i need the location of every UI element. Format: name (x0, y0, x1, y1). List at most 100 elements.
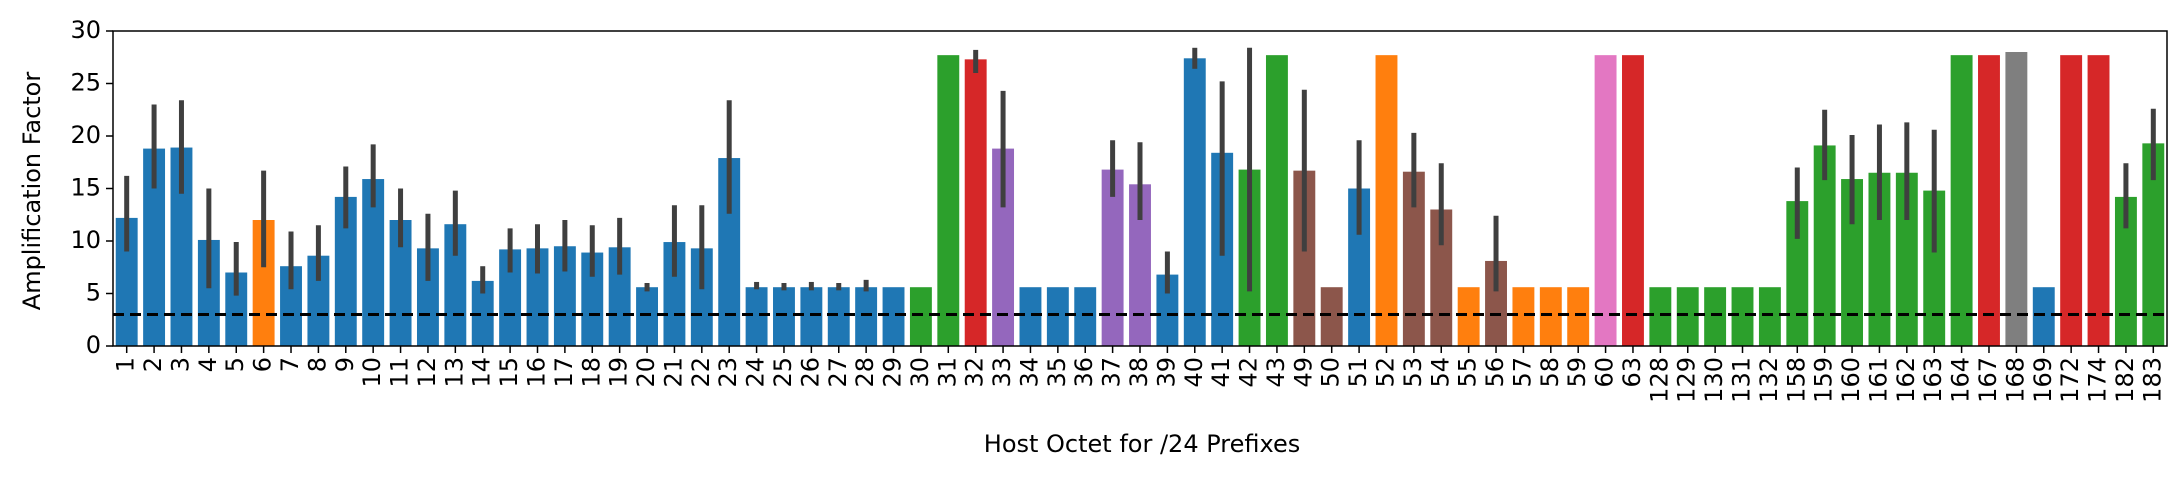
x-tick-label-16: 16 (522, 357, 550, 388)
x-tick-label-36: 36 (1070, 357, 1098, 388)
bar-15 (499, 249, 522, 346)
bar-183 (2142, 143, 2165, 346)
x-tick-label-172: 172 (2056, 357, 2084, 403)
x-tick-label-21: 21 (659, 357, 687, 388)
x-tick-label-27: 27 (824, 357, 852, 388)
bar-20 (636, 287, 658, 346)
x-tick-label-128: 128 (1645, 357, 1673, 403)
x-tick-label-129: 129 (1673, 357, 1701, 403)
bar-18 (581, 252, 604, 346)
x-tick-label-4: 4 (194, 357, 222, 372)
bar-159 (1813, 145, 1836, 346)
x-tick-label-132: 132 (1755, 357, 1783, 403)
bar-9 (334, 196, 357, 346)
x-tick-label-26: 26 (796, 357, 824, 388)
x-tick-label-41: 41 (1207, 357, 1235, 388)
bar-182 (2114, 196, 2137, 346)
x-tick-label-42: 42 (1235, 357, 1263, 388)
bar-30 (909, 287, 932, 346)
bar-39 (1156, 274, 1179, 346)
bar-50 (1320, 287, 1343, 346)
bar-168 (2005, 52, 2028, 346)
x-tick-label-161: 161 (1864, 357, 1892, 403)
bar-38 (1129, 184, 1151, 346)
bar-131 (1731, 287, 1754, 346)
x-tick-label-54: 54 (1426, 357, 1454, 388)
bar-160 (1841, 179, 1864, 346)
bar-53 (1402, 171, 1425, 346)
x-tick-label-22: 22 (687, 357, 715, 388)
bar-26 (800, 287, 823, 346)
x-tick-label-1: 1 (112, 357, 140, 372)
bar-10 (362, 179, 385, 346)
x-tick-label-174: 174 (2084, 357, 2112, 403)
x-tick-label-20: 20 (632, 357, 660, 388)
x-tick-label-52: 52 (1371, 357, 1399, 388)
x-tick-label-28: 28 (851, 357, 879, 388)
bar-36 (1074, 287, 1097, 346)
x-tick-label-33: 33 (988, 357, 1016, 388)
x-tick-label-43: 43 (1262, 357, 1290, 388)
x-tick-label-39: 39 (1152, 357, 1180, 388)
x-tick-label-15: 15 (495, 357, 523, 388)
x-tick-label-160: 160 (1837, 357, 1865, 403)
bar-169 (2032, 287, 2055, 346)
bar-28 (855, 287, 878, 346)
bar-132 (1758, 287, 1781, 346)
x-tick-label-58: 58 (1536, 357, 1564, 388)
x-tick-label-183: 183 (2138, 357, 2166, 403)
bar-25 (773, 287, 795, 346)
x-tick-label-23: 23 (714, 357, 742, 388)
x-tick-label-59: 59 (1563, 357, 1591, 388)
bar-43 (1265, 55, 1288, 347)
bar-2 (143, 148, 166, 346)
bar-158 (1786, 201, 1809, 346)
x-tick-label-37: 37 (1098, 357, 1126, 388)
x-tick-label-6: 6 (249, 357, 277, 372)
x-tick-label-12: 12 (413, 357, 441, 388)
bar-4 (197, 239, 220, 346)
x-tick-label-49: 49 (1289, 357, 1317, 388)
y-tick-label-25: 25 (70, 69, 101, 97)
x-tick-label-13: 13 (440, 357, 468, 388)
x-tick-label-40: 40 (1180, 357, 1208, 388)
x-tick-label-56: 56 (1481, 357, 1509, 388)
x-tick-label-7: 7 (276, 357, 304, 372)
bar-57 (1512, 287, 1535, 346)
x-tick-label-3: 3 (166, 357, 194, 372)
bar-58 (1539, 287, 1562, 346)
bar-35 (1046, 287, 1069, 346)
x-tick-label-10: 10 (358, 357, 386, 388)
x-tick-label-5: 5 (221, 357, 249, 372)
bar-128 (1649, 287, 1672, 346)
bar-55 (1457, 287, 1480, 346)
bar-7 (280, 266, 302, 346)
bar-51 (1348, 188, 1371, 346)
bar-60 (1594, 55, 1617, 347)
bar-63 (1622, 55, 1644, 347)
x-tick-label-167: 167 (1974, 357, 2002, 403)
bar-54 (1430, 209, 1453, 346)
bar-23 (718, 158, 741, 346)
x-tick-label-17: 17 (550, 357, 578, 388)
bar-162 (1895, 172, 1918, 346)
bar-14 (471, 280, 494, 346)
bar-172 (2060, 55, 2083, 347)
bar-33 (992, 148, 1015, 346)
bar-56 (1485, 260, 1507, 346)
y-tick-label-30: 30 (70, 16, 101, 44)
error-bars-layer (124, 47, 2156, 296)
x-tick-label-19: 19 (605, 357, 633, 388)
x-tick-label-163: 163 (1919, 357, 1947, 403)
x-tick-label-35: 35 (1043, 357, 1071, 388)
bar-31 (937, 55, 960, 347)
bar-167 (1978, 55, 2000, 347)
x-tick-label-38: 38 (1125, 357, 1153, 388)
x-tick-label-9: 9 (331, 357, 359, 372)
y-axis: 0 5 10 15 20 25 30 (70, 16, 113, 359)
x-tick-label-169: 169 (2029, 357, 2057, 403)
x-tick-label-182: 182 (2111, 357, 2139, 403)
bars-layer (115, 52, 2165, 347)
